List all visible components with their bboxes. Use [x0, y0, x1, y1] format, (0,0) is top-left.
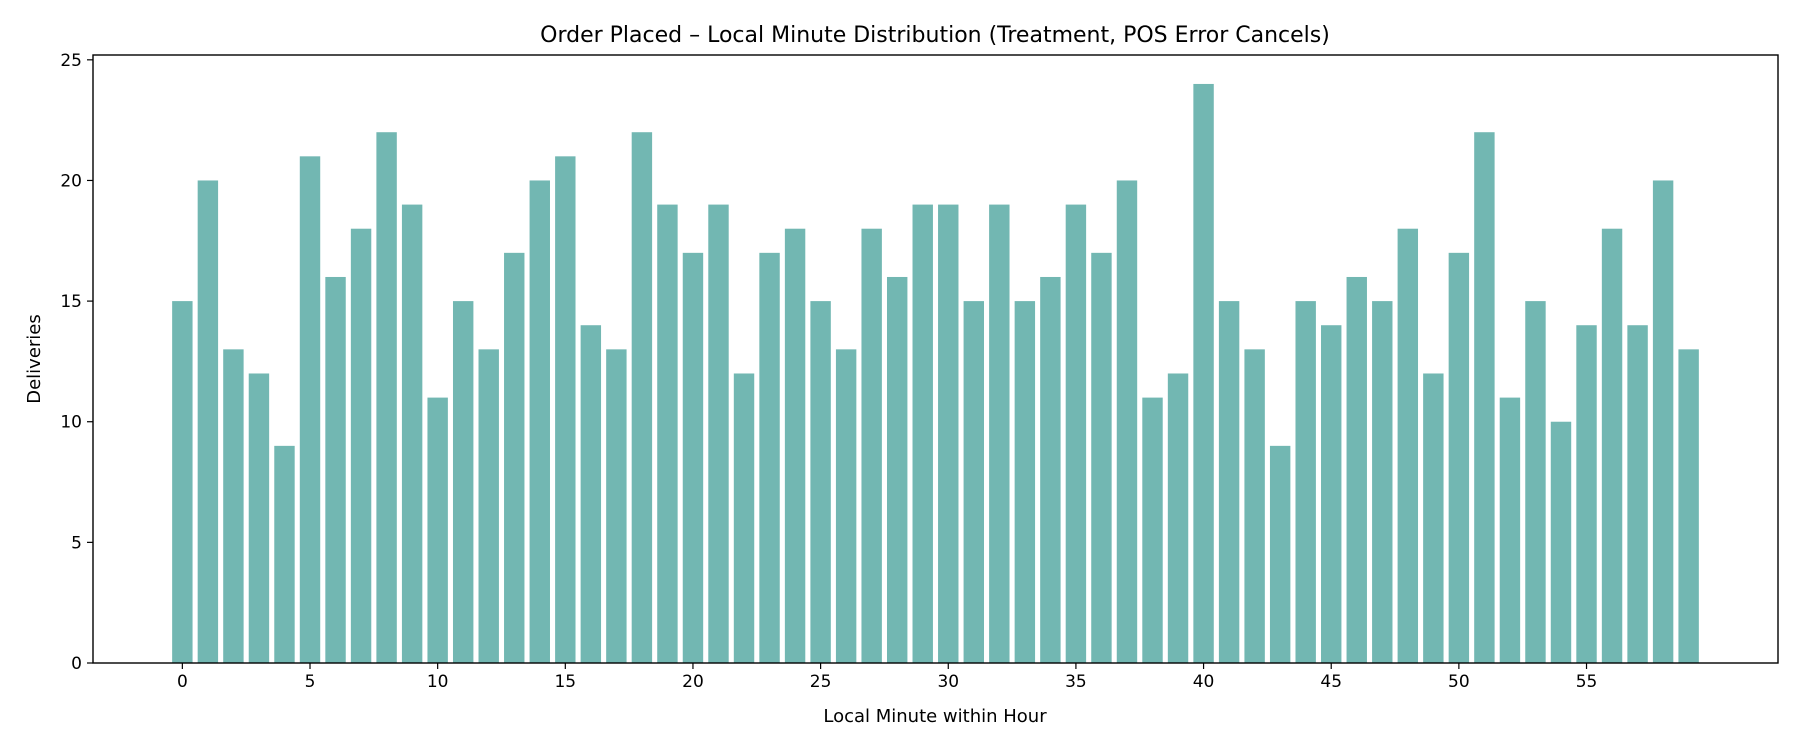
bar	[1040, 276, 1061, 663]
bar	[1576, 325, 1597, 663]
bar	[1652, 180, 1674, 663]
bar	[1116, 180, 1138, 663]
bar	[350, 228, 372, 663]
bar	[759, 252, 780, 663]
bar	[708, 204, 729, 663]
bar	[1014, 301, 1036, 663]
bar	[1346, 276, 1367, 663]
chart-title: Order Placed – Local Minute Distribution…	[540, 23, 1330, 48]
x-tick-label: 35	[1065, 672, 1087, 692]
bar	[1218, 301, 1240, 663]
x-axis-label: Local Minute within Hour	[823, 706, 1047, 727]
bar	[682, 252, 704, 663]
bar	[299, 156, 321, 663]
y-tick-label: 15	[60, 292, 82, 312]
bar	[1601, 228, 1623, 663]
x-tick-label: 30	[937, 672, 959, 692]
bar	[938, 204, 959, 663]
bar	[886, 276, 908, 663]
bar	[1372, 301, 1393, 663]
bar	[1448, 252, 1470, 663]
bars-group	[172, 83, 1699, 663]
y-tick-label: 5	[71, 533, 82, 553]
bar	[478, 349, 499, 663]
x-tick-label: 50	[1448, 672, 1470, 692]
bar	[912, 204, 933, 663]
bar	[631, 132, 653, 663]
bar	[1627, 325, 1648, 663]
x-tick-label: 10	[427, 672, 449, 692]
bar	[1525, 301, 1546, 663]
bar	[274, 445, 295, 663]
bar	[1193, 83, 1214, 663]
bar	[657, 204, 678, 663]
bar	[223, 349, 244, 663]
x-tick-label: 20	[682, 672, 704, 692]
bar	[1244, 349, 1265, 663]
bar	[172, 301, 193, 663]
bar	[504, 252, 525, 663]
bar	[555, 156, 576, 663]
x-tick-label: 15	[554, 672, 576, 692]
x-tick-label: 5	[305, 672, 316, 692]
y-tick-label: 10	[60, 413, 82, 433]
bar	[248, 373, 270, 663]
bar	[1167, 373, 1189, 663]
y-tick-label: 25	[60, 51, 82, 71]
x-axis-ticks: 0 5 10 15 20 25 30 35 40 45 50 55	[177, 663, 1597, 692]
bar	[733, 373, 755, 663]
x-tick-label: 40	[1193, 672, 1215, 692]
bar	[1397, 228, 1419, 663]
x-tick-label: 25	[810, 672, 832, 692]
bar	[1142, 397, 1163, 663]
y-axis-ticks: 0 5 10 15 20 25	[60, 51, 93, 674]
bar	[427, 397, 448, 663]
bar	[1321, 325, 1342, 663]
y-tick-label: 20	[60, 171, 82, 191]
bar	[1474, 132, 1495, 663]
bar	[376, 132, 397, 663]
bar	[861, 228, 882, 663]
bar	[197, 180, 219, 663]
x-tick-label: 55	[1576, 672, 1598, 692]
bar	[1550, 421, 1572, 663]
bar	[1499, 397, 1521, 663]
bar	[606, 349, 627, 663]
bar	[401, 204, 423, 663]
bar	[810, 301, 831, 663]
y-tick-label: 0	[71, 654, 82, 674]
bar	[325, 276, 346, 663]
bar	[784, 228, 806, 663]
bar	[1269, 445, 1291, 663]
bar	[529, 180, 550, 663]
bar	[989, 204, 1010, 663]
bar	[580, 325, 602, 663]
x-tick-label: 0	[177, 672, 188, 692]
bar	[1295, 301, 1316, 663]
bar	[1423, 373, 1444, 663]
plot-frame	[92, 54, 1779, 664]
bar	[452, 301, 474, 663]
bar	[963, 301, 984, 663]
y-axis-label: Deliveries	[24, 314, 45, 404]
bar	[1091, 252, 1112, 663]
bar	[1678, 349, 1699, 663]
bar	[1065, 204, 1087, 663]
x-tick-label: 45	[1320, 672, 1342, 692]
bar	[835, 349, 857, 663]
